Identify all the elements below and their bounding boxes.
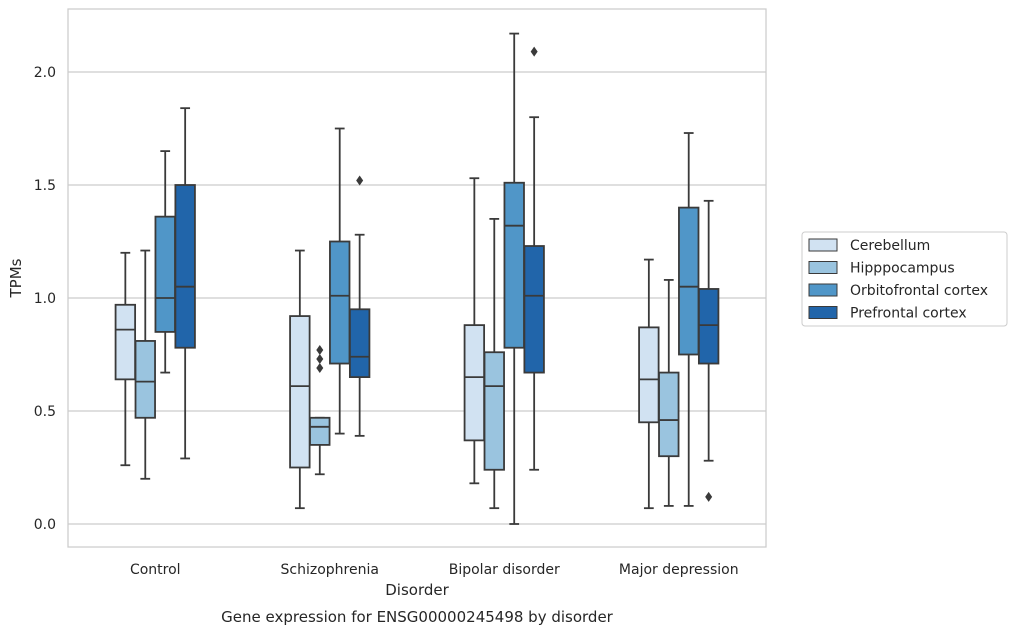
iqr-box (154, 215, 176, 333)
iqr-box (348, 308, 371, 378)
y-tick-label: 1.5 (34, 178, 56, 194)
box-plot-cerebellum (463, 177, 486, 485)
box-plot-orbitofrontal-cortex (329, 127, 351, 435)
box-plot-hipppocampus (309, 344, 331, 476)
figure-caption: Gene expression for ENSG00000245498 by d… (221, 608, 614, 626)
legend-frame (801, 231, 1008, 327)
box-plot-prefrontal-cortex (348, 175, 371, 437)
outlier-point (316, 363, 324, 374)
box-plot-hipppocampus (483, 217, 505, 510)
outlier-point (530, 46, 538, 57)
x-tick-label: Bipolar disorder (449, 562, 560, 578)
outlier-point (356, 175, 364, 186)
box-plot-prefrontal-cortex (174, 107, 196, 460)
box-plot-orbitofrontal-cortex (678, 132, 700, 507)
box-plot-cerebellum (289, 249, 311, 510)
y-tick-label: 1.0 (34, 291, 56, 307)
box-plot-hipppocampus (134, 249, 156, 480)
y-tick-label: 0.0 (34, 517, 56, 533)
box-plot-marks (114, 32, 720, 525)
legend-swatch (808, 283, 838, 297)
box-plot-prefrontal-cortex (523, 46, 545, 471)
legend-label: Cerebellum (850, 238, 930, 254)
legend-label: Hipppocampus (850, 261, 955, 277)
x-tick-label: Schizophrenia (281, 562, 379, 578)
box-plot-cerebellum (114, 251, 137, 467)
x-axis-label: Disorder (385, 581, 449, 599)
iqr-box (463, 324, 486, 442)
plot-area-frame (67, 8, 767, 548)
iqr-box (134, 340, 156, 419)
legend-label: Orbitofrontal cortex (850, 283, 988, 299)
box-plot-prefrontal-cortex (697, 199, 720, 502)
iqr-box (329, 240, 351, 365)
outlier-point (316, 344, 324, 355)
y-axis-label: TPMs (7, 258, 25, 298)
iqr-box (697, 288, 720, 365)
axis-tick-labels: 0.0 0.5 1.0 1.5 2.0 Control Schizophrenia Bipol… (34, 65, 739, 578)
outlier-point (316, 354, 324, 365)
iqr-box (174, 184, 196, 349)
iqr-box (309, 416, 331, 446)
x-tick-label: Major depression (619, 562, 739, 578)
legend: Cerebellum Hipppocampus Orbitofrontal cort… (801, 231, 1008, 327)
legend-swatch (808, 261, 838, 274)
legend-swatch (808, 306, 838, 319)
iqr-box (114, 303, 137, 381)
box-plot-cerebellum (638, 258, 660, 510)
y-tick-label: 0.5 (34, 404, 56, 420)
iqr-box (523, 245, 545, 374)
iqr-box (483, 351, 505, 471)
box-plot-orbitofrontal-cortex (154, 150, 176, 374)
iqr-box (658, 371, 680, 458)
legend-label: Prefrontal cortex (850, 306, 967, 322)
iqr-box (503, 181, 525, 349)
y-tick-label: 2.0 (34, 65, 56, 81)
iqr-box (678, 206, 700, 356)
box-plot-orbitofrontal-cortex (503, 32, 525, 525)
box-plot-hipppocampus (658, 279, 680, 507)
iqr-box (289, 315, 311, 469)
legend-swatch (808, 238, 838, 252)
x-tick-label: Control (130, 562, 181, 578)
outlier-point (705, 491, 713, 502)
iqr-box (638, 326, 660, 424)
